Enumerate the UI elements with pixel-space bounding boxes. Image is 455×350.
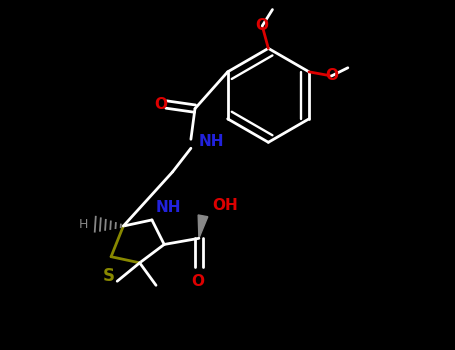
Text: H: H <box>78 217 88 231</box>
Text: O: O <box>256 19 269 33</box>
Text: O: O <box>154 97 167 112</box>
Text: OH: OH <box>212 198 238 212</box>
Text: NH: NH <box>155 200 181 215</box>
Polygon shape <box>198 215 208 238</box>
Text: S: S <box>103 267 115 285</box>
Text: NH: NH <box>199 134 225 149</box>
Text: O: O <box>192 274 205 289</box>
Text: O: O <box>325 69 338 83</box>
